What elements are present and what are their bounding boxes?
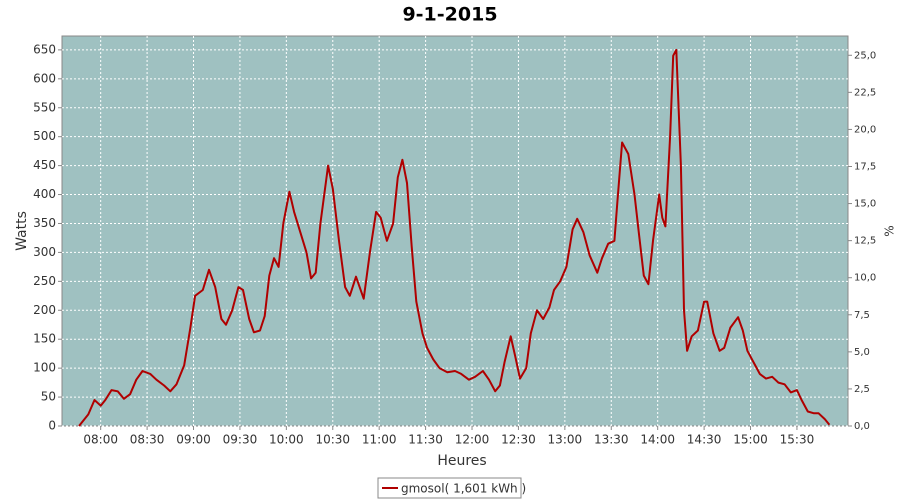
y2-axis-label: % (883, 225, 897, 236)
x-tick-label: 15:30 (780, 433, 815, 447)
y2-tick-label: 12,5 (854, 236, 876, 247)
x-tick-label: 11:00 (362, 433, 397, 447)
y-tick-label: 650 (33, 42, 56, 56)
legend-label: gmosol( 1,601 kWh ) (401, 482, 526, 496)
y-tick-label: 0 (48, 419, 56, 433)
x-tick-label: 10:00 (269, 433, 304, 447)
y-tick-label: 550 (33, 100, 56, 114)
chart-title: 9-1-2015 (402, 4, 497, 26)
y-tick-label: 250 (33, 274, 56, 288)
x-tick-label: 09:30 (223, 433, 258, 447)
y2-tick-label: 22,5 (854, 87, 876, 98)
y2-tick-label: 7,5 (854, 310, 870, 321)
y2-tick-label: 20,0 (854, 124, 876, 135)
data-line (78, 48, 831, 427)
y2-tick-label: 0,0 (854, 421, 870, 432)
x-tick-label: 09:00 (176, 433, 211, 447)
y-tick-label: 150 (33, 332, 56, 346)
y2-tick-label: 17,5 (854, 161, 876, 172)
y-tick-label: 450 (33, 158, 56, 172)
y-tick-label: 200 (33, 303, 56, 317)
x-tick-label: 10:30 (315, 433, 350, 447)
x-tick-label: 11:30 (408, 433, 443, 447)
x-tick-label: 13:30 (594, 433, 629, 447)
y-tick-label: 500 (33, 129, 56, 143)
legend-box (377, 477, 522, 499)
y-tick-label: 100 (33, 361, 56, 375)
y2-tick-label: 5,0 (854, 347, 870, 358)
x-tick-label: 12:30 (501, 433, 536, 447)
y2-tick-label: 10,0 (854, 273, 876, 284)
x-tick-label: 15:00 (733, 433, 768, 447)
y2-tick-label: 2,5 (854, 384, 870, 395)
y-tick-label: 600 (33, 71, 56, 85)
y-axis-label: Watts (14, 211, 30, 251)
y-tick-label: 300 (33, 245, 56, 259)
y-tick-label: 350 (33, 216, 56, 230)
x-tick-label: 08:30 (130, 433, 165, 447)
y-tick-label: 400 (33, 187, 56, 201)
x-axis-label: Heures (437, 453, 486, 469)
x-tick-label: 13:00 (548, 433, 583, 447)
x-tick-label: 14:00 (640, 433, 675, 447)
x-tick-label: 08:00 (83, 433, 118, 447)
y2-tick-label: 25,0 (854, 50, 876, 61)
y-tick-label: 50 (41, 390, 56, 404)
plot-area (61, 35, 849, 427)
y2-tick-label: 15,0 (854, 199, 876, 210)
x-tick-label: 12:00 (455, 433, 490, 447)
x-tick-label: 14:30 (687, 433, 722, 447)
